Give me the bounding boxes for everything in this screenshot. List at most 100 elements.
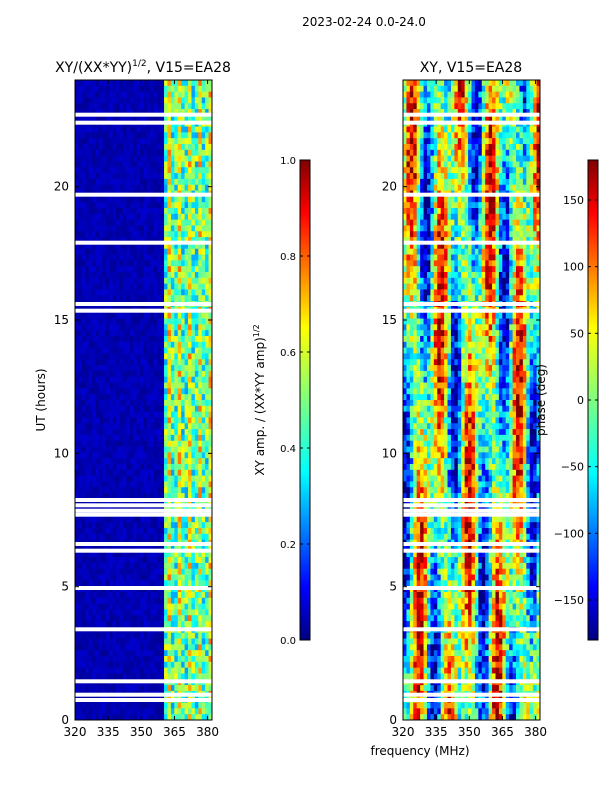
heatmap-cell (109, 580, 113, 586)
heatmap-cell (164, 429, 168, 435)
heatmap-cell (191, 103, 195, 109)
heatmap-cell (171, 452, 175, 458)
heatmap-cell (82, 353, 86, 359)
heatmap-cell (144, 132, 148, 138)
heatmap-cell (78, 575, 82, 581)
heatmap-cell (413, 97, 417, 103)
heatmap-cell (92, 348, 96, 354)
heatmap-cell (82, 406, 86, 412)
heatmap-cell (106, 185, 110, 191)
heatmap-cell (85, 324, 89, 330)
heatmap-cell (181, 423, 185, 429)
heatmap-cell (126, 202, 130, 208)
heatmap-cell (157, 534, 161, 540)
heatmap-cell (161, 371, 165, 377)
heatmap-cell (198, 371, 202, 377)
heatmap-cell (489, 86, 493, 92)
heatmap-cell (78, 272, 82, 278)
heatmap-cell (89, 225, 93, 231)
heatmap-cell (130, 406, 134, 412)
heatmap-cell (102, 272, 106, 278)
heatmap-cell (109, 708, 113, 714)
heatmap-cell (171, 481, 175, 487)
heatmap-cell (92, 185, 96, 191)
heatmap-cell (126, 673, 130, 679)
heatmap-cell (116, 266, 120, 272)
heatmap-cell (113, 214, 117, 220)
heatmap-cell (161, 644, 165, 650)
heatmap-cell (430, 127, 434, 133)
heatmap-cell (157, 260, 161, 266)
heatmap-cell (188, 132, 192, 138)
heatmap-cell (191, 673, 195, 679)
heatmap-cell (89, 656, 93, 662)
heatmap-cell (116, 534, 120, 540)
heatmap-cell (171, 173, 175, 179)
heatmap-cell (144, 103, 148, 109)
heatmap-cell (89, 598, 93, 604)
heatmap-cell (123, 92, 127, 98)
heatmap-cell (492, 150, 496, 156)
heatmap-cell (133, 220, 137, 226)
heatmap-cell (78, 348, 82, 354)
heatmap-cell (150, 255, 154, 261)
heatmap-cell (424, 150, 428, 156)
heatmap-cell (424, 97, 428, 103)
heatmap-cell (154, 673, 158, 679)
heatmap-cell (130, 575, 134, 581)
heatmap-cell (161, 231, 165, 237)
heatmap-cell (82, 615, 86, 621)
heatmap-cell (120, 138, 124, 144)
heatmap-cell (85, 656, 89, 662)
heatmap-cell (164, 714, 168, 720)
heatmap-cell (123, 313, 127, 319)
heatmap-cell (195, 319, 199, 325)
heatmap-cell (75, 388, 79, 394)
heatmap-cell (116, 330, 120, 336)
heatmap-cell (472, 97, 476, 103)
heatmap-cell (144, 394, 148, 400)
heatmap-cell (96, 464, 100, 470)
heatmap-cell (78, 685, 82, 691)
heatmap-cell (430, 92, 434, 98)
heatmap-cell (78, 313, 82, 319)
heatmap-cell (167, 132, 171, 138)
heatmap-cell (167, 598, 171, 604)
heatmap-cell (167, 447, 171, 453)
heatmap-cell (202, 615, 206, 621)
heatmap-cell (161, 156, 165, 162)
heatmap-cell (167, 167, 171, 173)
heatmap-cell (106, 202, 110, 208)
heatmap-cell (120, 179, 124, 185)
heatmap-cell (174, 441, 178, 447)
heatmap-cell (137, 656, 141, 662)
heatmap-cell (123, 429, 127, 435)
heatmap-cell (85, 458, 89, 464)
heatmap-cell (195, 417, 199, 423)
heatmap-cell (171, 260, 175, 266)
heatmap-cell (99, 348, 103, 354)
heatmap-cell (82, 487, 86, 493)
heatmap-cell (406, 86, 410, 92)
heatmap-cell (444, 86, 448, 92)
heatmap-cell (120, 103, 124, 109)
heatmap-cell (161, 429, 165, 435)
heatmap-cell (75, 289, 79, 295)
heatmap-cell (171, 324, 175, 330)
heatmap-cell (205, 342, 209, 348)
heatmap-cell (85, 441, 89, 447)
heatmap-cell (164, 609, 168, 615)
heatmap-cell (89, 557, 93, 563)
heatmap-cell (113, 668, 117, 674)
heatmap-cell (181, 639, 185, 645)
heatmap-cell (167, 86, 171, 92)
heatmap-cell (478, 92, 482, 98)
heatmap-cell (133, 342, 137, 348)
heatmap-cell (178, 353, 182, 359)
heatmap-cell (441, 144, 445, 150)
heatmap-cell (195, 673, 199, 679)
heatmap-cell (191, 255, 195, 261)
heatmap-cell (116, 470, 120, 476)
heatmap-cell (133, 319, 137, 325)
heatmap-cell (492, 92, 496, 98)
